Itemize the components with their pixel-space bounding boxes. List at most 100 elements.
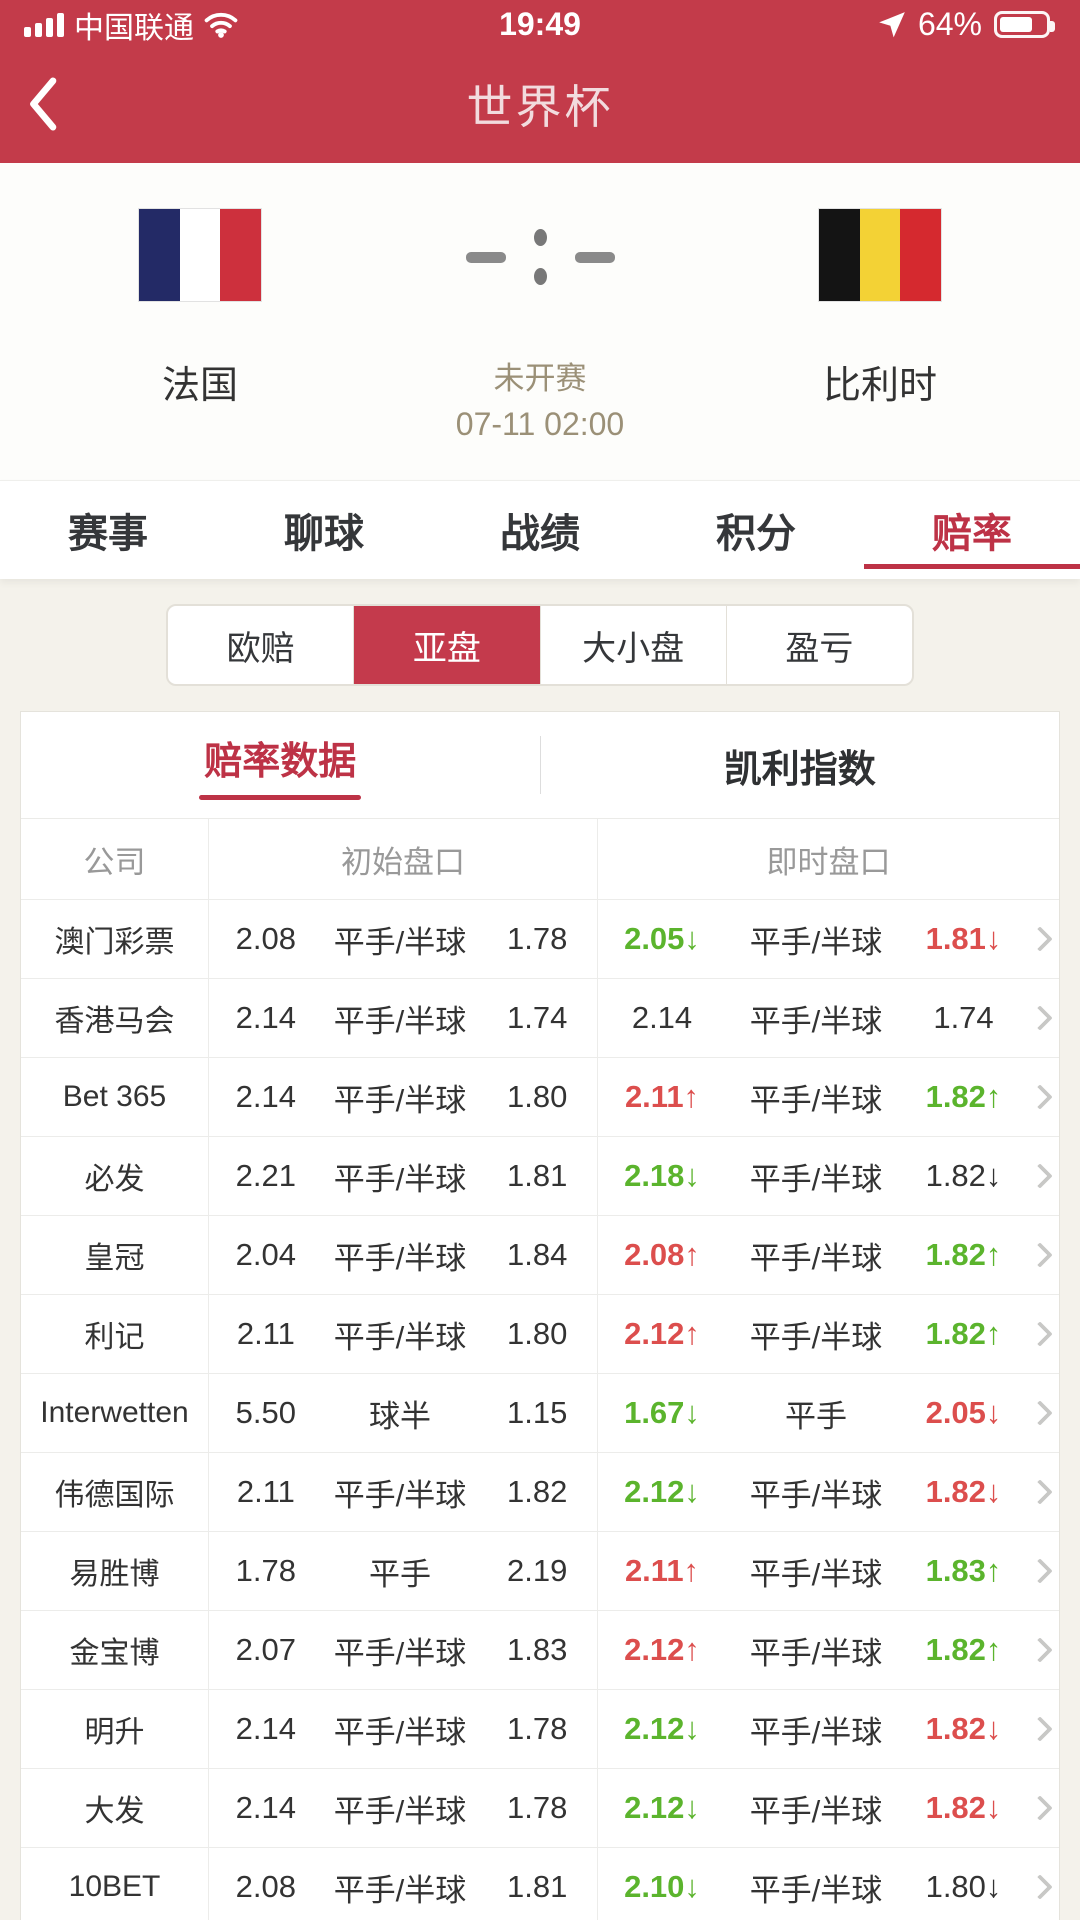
odds-table-row[interactable]: 易胜博 1.78 平手 2.19 2.11↑ 平手/半球 1.83↑ — [21, 1532, 1059, 1611]
initial-handicap: 平手/半球 — [333, 1872, 467, 1908]
initial-away-odds: 1.78 — [506, 1711, 568, 1746]
odds-table-row[interactable]: 伟德国际 2.11 平手/半球 1.82 2.12↓ 平手/半球 1.82↓ — [21, 1453, 1059, 1532]
main-tab[interactable]: 赛事 — [0, 481, 216, 579]
odds-type-area: 欧赔 亚盘 大小盘 盈亏 — [0, 579, 1080, 711]
live-home-odds: 2.18↓ — [624, 1158, 700, 1193]
initial-home-odds: 2.21 — [235, 1158, 297, 1193]
live-away-odds: 2.05↓ — [925, 1395, 1002, 1430]
battery-fill — [1000, 17, 1032, 32]
initial-away-odds: 1.81 — [506, 1158, 568, 1193]
chevron-right-icon — [1021, 1163, 1059, 1189]
clock-label: 19:49 — [499, 6, 581, 42]
bookmaker-name: 利记 — [21, 1295, 209, 1373]
odds-type-segment-label: 盈亏 — [785, 629, 854, 668]
bookmaker-name: 香港马会 — [21, 979, 209, 1057]
score — [465, 229, 615, 285]
wifi-icon — [204, 12, 238, 38]
main-tab[interactable]: 战绩 — [432, 481, 648, 579]
bookmaker-name: 澳门彩票 — [21, 900, 209, 978]
live-home-odds: 2.12↑ — [624, 1632, 700, 1667]
odds-table-row[interactable]: Interwetten 5.50 球半 1.15 1.67↓ 平手 2.05↓ — [21, 1374, 1059, 1453]
odds-table-row[interactable]: 大发 2.14 平手/半球 1.78 2.12↓ 平手/半球 1.82↓ — [21, 1769, 1059, 1848]
initial-away-odds: 1.84 — [506, 1237, 568, 1272]
initial-odds-cells: 2.08 平手/半球 1.81 — [209, 1848, 598, 1920]
live-handicap: 平手/半球 — [749, 1635, 883, 1671]
odds-table-row[interactable]: 澳门彩票 2.08 平手/半球 1.78 2.05↓ 平手/半球 1.81↓ — [21, 900, 1059, 979]
initial-odds-cells: 1.78 平手 2.19 — [209, 1532, 598, 1610]
initial-odds-cells: 2.07 平手/半球 1.83 — [209, 1611, 598, 1689]
live-odds-cells: 2.12↑ 平手/半球 1.82↑ — [598, 1295, 1059, 1373]
odds-type-segment[interactable]: 亚盘 — [354, 606, 541, 684]
score-dash-home — [465, 251, 506, 263]
initial-handicap: 平手/半球 — [333, 1635, 467, 1671]
live-handicap: 平手/半球 — [749, 924, 883, 960]
bookmaker-name: 金宝博 — [21, 1611, 209, 1689]
card-tab[interactable]: 凯利指数 — [541, 712, 1060, 818]
initial-odds-cells: 2.14 平手/半球 1.78 — [209, 1769, 598, 1847]
back-chevron-icon — [30, 77, 57, 131]
card-tab-bar: 赔率数据 凯利指数 — [21, 712, 1059, 819]
live-handicap: 平手/半球 — [749, 1082, 883, 1118]
main-tab[interactable]: 赔率 — [864, 481, 1080, 579]
chevron-right-icon — [1021, 1005, 1059, 1031]
chevron-right-icon — [1021, 926, 1059, 952]
initial-home-odds: 2.04 — [235, 1237, 297, 1272]
live-handicap: 平手/半球 — [749, 1477, 883, 1513]
away-team-name: 比利时 — [822, 365, 937, 407]
live-handicap: 平手/半球 — [749, 1240, 883, 1276]
column-header-live-odds: 即时盘口 — [766, 844, 891, 880]
live-home-odds: 2.05↓ — [624, 921, 700, 956]
live-odds-cells: 1.67↓ 平手 2.05↓ — [598, 1374, 1059, 1452]
live-odds-cells: 2.11↑ 平手/半球 1.83↑ — [598, 1532, 1059, 1610]
carrier-label: 中国联通 — [74, 11, 194, 45]
bookmaker-name: Interwetten — [21, 1374, 209, 1452]
main-tab[interactable]: 积分 — [648, 481, 864, 579]
main-tab[interactable]: 聊球 — [216, 481, 432, 579]
live-odds-cells: 2.14 平手/半球 1.74 — [598, 979, 1059, 1057]
live-handicap: 平手/半球 — [749, 1556, 883, 1592]
initial-away-odds: 1.83 — [506, 1632, 568, 1667]
match-start-time: 07-11 02:00 — [455, 406, 625, 442]
initial-away-odds: 2.19 — [506, 1553, 568, 1588]
odds-type-segment-label: 欧赔 — [226, 629, 295, 668]
live-home-odds: 2.12↓ — [624, 1790, 700, 1825]
live-away-odds: 1.82↑ — [925, 1237, 1002, 1272]
initial-home-odds: 2.14 — [235, 1079, 297, 1114]
odds-table-row[interactable]: 10BET 2.08 平手/半球 1.81 2.10↓ 平手/半球 1.80↓ — [21, 1848, 1059, 1920]
table-header-row: 公司 初始盘口 即时盘口 — [21, 819, 1059, 900]
chevron-right-icon — [1021, 1874, 1059, 1900]
initial-home-odds: 2.14 — [235, 1000, 297, 1035]
back-button[interactable] — [26, 72, 70, 136]
card-tab[interactable]: 赔率数据 — [21, 712, 540, 818]
live-handicap: 平手/半球 — [749, 1319, 883, 1355]
initial-home-odds: 2.11 — [236, 1316, 295, 1351]
odds-type-segment[interactable]: 大小盘 — [541, 606, 727, 684]
odds-type-segment[interactable]: 盈亏 — [727, 606, 912, 684]
odds-table-row[interactable]: 香港马会 2.14 平手/半球 1.74 2.14 平手/半球 1.74 — [21, 979, 1059, 1058]
odds-type-segment[interactable]: 欧赔 — [168, 606, 355, 684]
odds-table-row[interactable]: 必发 2.21 平手/半球 1.81 2.18↓ 平手/半球 1.82↓ — [21, 1137, 1059, 1216]
bookmaker-name: Bet 365 — [21, 1058, 209, 1136]
main-tab-bar: 赛事 聊球 战绩 积分 赔率 — [0, 480, 1080, 579]
odds-table-row[interactable]: Bet 365 2.14 平手/半球 1.80 2.11↑ 平手/半球 1.82… — [21, 1058, 1059, 1137]
odds-table-row[interactable]: 皇冠 2.04 平手/半球 1.84 2.08↑ 平手/半球 1.82↑ — [21, 1216, 1059, 1295]
card-tab-label: 凯利指数 — [723, 748, 876, 791]
live-away-odds: 1.82↑ — [925, 1632, 1002, 1667]
initial-handicap: 平手/半球 — [333, 1477, 467, 1513]
home-team-name: 法国 — [161, 365, 238, 407]
initial-away-odds: 1.81 — [506, 1869, 568, 1904]
odds-table-row[interactable]: 金宝博 2.07 平手/半球 1.83 2.12↑ 平手/半球 1.82↑ — [21, 1611, 1059, 1690]
chevron-right-icon — [1021, 1400, 1059, 1426]
status-bar-left: 中国联通 — [24, 3, 238, 47]
initial-home-odds: 2.11 — [236, 1474, 295, 1509]
initial-odds-cells: 2.11 平手/半球 1.82 — [209, 1453, 598, 1531]
odds-table-row[interactable]: 明升 2.14 平手/半球 1.78 2.12↓ 平手/半球 1.82↓ — [21, 1690, 1059, 1769]
initial-home-odds: 2.07 — [235, 1632, 297, 1667]
column-header-company: 公司 — [21, 819, 209, 899]
odds-table-row[interactable]: 利记 2.11 平手/半球 1.80 2.12↑ 平手/半球 1.82↑ — [21, 1295, 1059, 1374]
initial-handicap: 平手/半球 — [333, 1082, 467, 1118]
initial-odds-cells: 2.08 平手/半球 1.78 — [209, 900, 598, 978]
live-handicap: 平手 — [785, 1398, 847, 1434]
bookmaker-name: 易胜博 — [21, 1532, 209, 1610]
chevron-right-icon — [1021, 1321, 1059, 1347]
